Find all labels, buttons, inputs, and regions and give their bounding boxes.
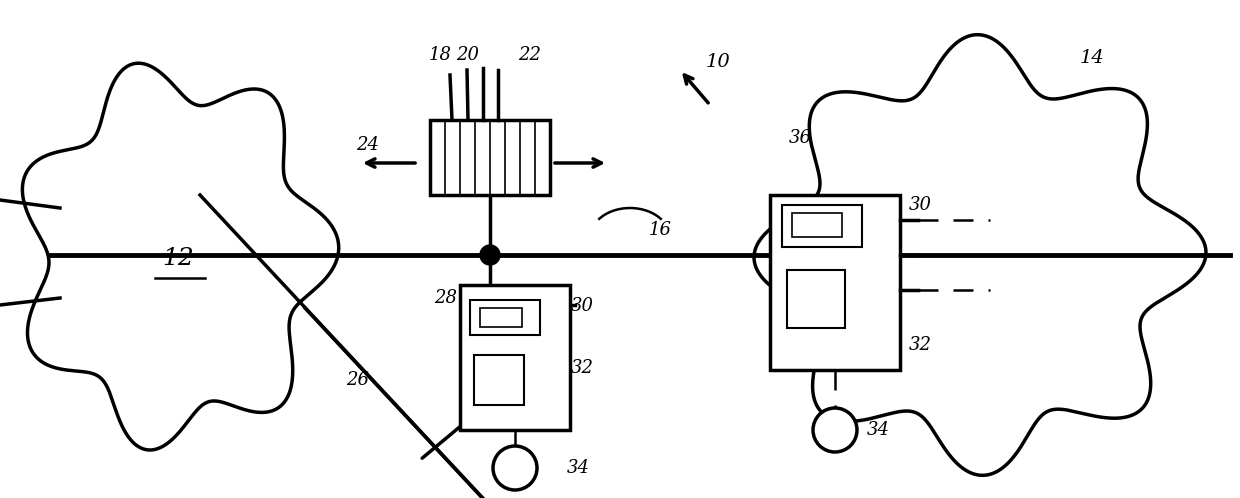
Text: 32: 32	[909, 336, 931, 354]
Bar	[470, 300, 539, 335]
Text: 30: 30	[909, 196, 931, 214]
Text: 32: 32	[570, 359, 594, 377]
Bar	[430, 120, 551, 195]
Circle shape	[813, 408, 857, 452]
Circle shape	[494, 446, 537, 490]
Text: 14: 14	[1080, 49, 1105, 67]
Bar	[480, 308, 522, 327]
Bar	[770, 195, 900, 370]
Text: 18: 18	[429, 46, 451, 64]
Bar	[792, 213, 842, 237]
Text: 10: 10	[706, 53, 730, 71]
Text: 24: 24	[357, 136, 379, 154]
Text: 36: 36	[789, 129, 811, 147]
Text: 22: 22	[518, 46, 542, 64]
Text: 12: 12	[162, 247, 193, 269]
Text: 30: 30	[570, 297, 594, 315]
Bar	[782, 205, 862, 247]
Bar	[787, 270, 844, 328]
Text: 26: 26	[346, 371, 370, 389]
Text: 16: 16	[649, 221, 672, 239]
Text: 28: 28	[434, 289, 458, 307]
Text: 34: 34	[867, 421, 889, 439]
Text: 34: 34	[567, 459, 589, 477]
Bar	[474, 355, 525, 405]
Circle shape	[480, 245, 500, 265]
Text: 20: 20	[456, 46, 480, 64]
Bar	[460, 285, 570, 430]
